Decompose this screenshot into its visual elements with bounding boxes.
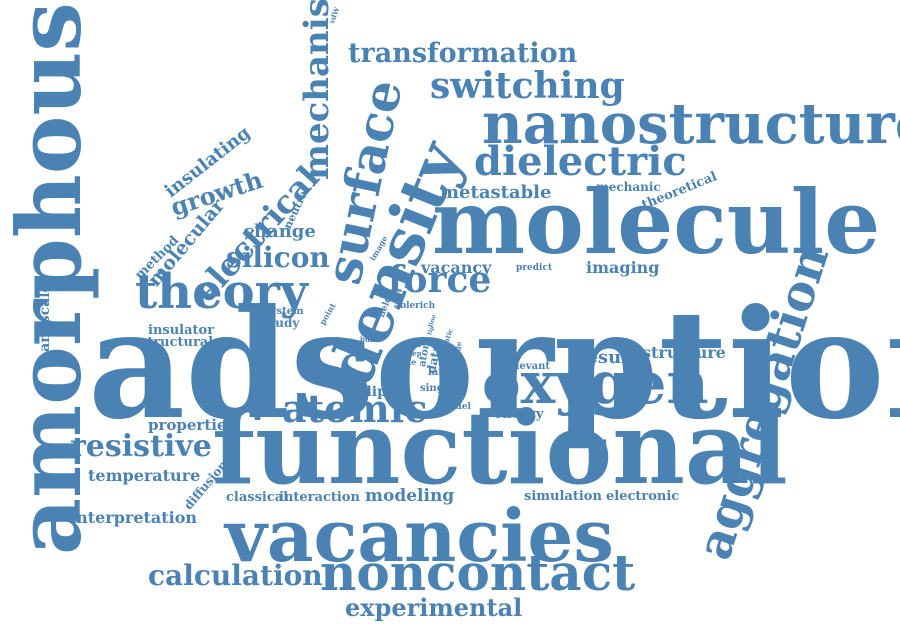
word-change: change: [243, 221, 316, 242]
word-mechanism: mechanism: [297, 0, 337, 180]
word-oxygen: oxygen: [482, 349, 709, 417]
word-single: single: [420, 383, 454, 394]
word-functional: functional: [212, 389, 788, 507]
word-structural: structural: [140, 335, 214, 350]
word-imaging: imaging: [586, 258, 660, 277]
word-silicon: silicon: [226, 241, 330, 274]
word-electronic: electronic: [606, 489, 680, 504]
word-modeling: modeling: [365, 486, 455, 506]
word-molecule: molecule: [432, 170, 881, 274]
word-able: able: [394, 301, 416, 311]
word-dipole: dipole: [362, 384, 411, 400]
word-rich: rich: [415, 301, 436, 311]
word-nanostructure: nanostructure: [482, 91, 900, 157]
word-simulation: simulation: [524, 489, 602, 504]
word-system: system: [265, 306, 304, 317]
word-force: force: [388, 259, 492, 301]
word-atomic: atomic: [282, 386, 428, 431]
word-amorphous: amorphous: [0, 2, 101, 555]
word-mechanic: mechanic: [596, 180, 661, 194]
word-classical: classical: [226, 490, 289, 505]
word-relevant: relevant: [504, 361, 550, 372]
word-site: site: [400, 357, 417, 367]
word-properties: properties: [148, 416, 235, 434]
word-theory: theory: [135, 264, 308, 320]
word-temperature: temperature: [88, 466, 201, 485]
word-energy: energy: [494, 407, 544, 422]
word-predict: predict: [516, 263, 553, 273]
word-str: str: [404, 336, 423, 350]
word-adsorption: adsorption: [88, 277, 900, 453]
word-calculation: calculation: [148, 559, 323, 592]
word-insulator: insulator: [148, 323, 215, 338]
word-interaction: interaction: [279, 490, 360, 505]
word-step: step: [405, 349, 422, 358]
word-vacancy: vacancy: [421, 258, 492, 277]
word-vacancies: vacancies: [225, 493, 614, 578]
word-transformation: transformation: [348, 38, 578, 69]
word-study: study: [263, 316, 300, 330]
word-bulk: bulk: [360, 335, 378, 344]
word-result: result: [577, 347, 637, 368]
word-nanoscale: nanoscale: [37, 283, 53, 362]
word-switching: switching: [430, 65, 625, 107]
word-resistive: resistive: [70, 429, 212, 464]
word-dielectric: dielectric: [474, 138, 687, 185]
word-structure: structure: [642, 343, 726, 362]
word-noncontact: noncontact: [320, 543, 636, 602]
word-larger: larger: [428, 367, 463, 378]
word-metastable: metastable: [440, 182, 552, 203]
word-interpretation: interpretation: [70, 508, 198, 527]
word-experimental: experimental: [345, 593, 523, 622]
word-model: model: [440, 402, 471, 412]
